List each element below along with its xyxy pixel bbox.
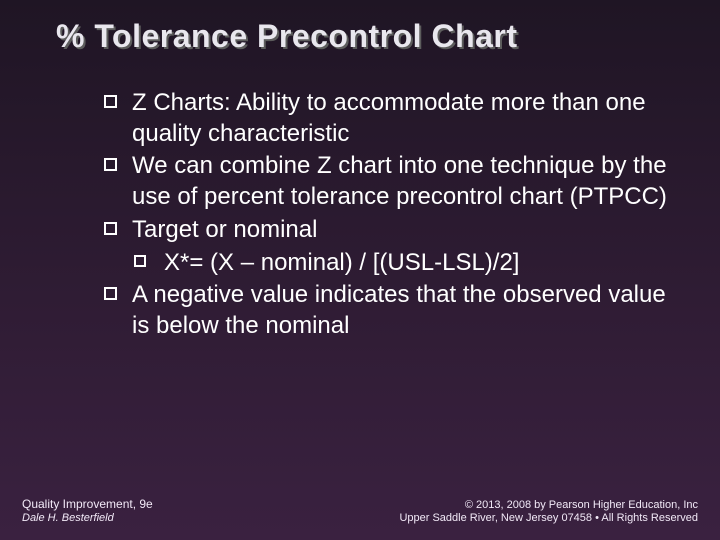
slide-body: Z Charts: Ability to accommodate more th… — [104, 88, 674, 344]
bullet-item: Target or nominal — [104, 215, 674, 246]
footer-left: Quality Improvement, 9e Dale H. Besterfi… — [22, 497, 153, 526]
slide-title: % Tolerance Precontrol Chart — [0, 18, 720, 55]
bullet-sub-item: X*= (X – nominal) / [(USL-LSL)/2] — [104, 248, 674, 279]
footer-address: Upper Saddle River, New Jersey 07458 • A… — [399, 512, 698, 526]
footer-copyright: © 2013, 2008 by Pearson Higher Education… — [399, 499, 698, 513]
slide-footer: Quality Improvement, 9e Dale H. Besterfi… — [0, 497, 720, 526]
bullet-item: Z Charts: Ability to accommodate more th… — [104, 88, 674, 149]
footer-right: © 2013, 2008 by Pearson Higher Education… — [399, 499, 698, 527]
bullet-item: We can combine Z chart into one techniqu… — [104, 151, 674, 212]
bullet-item: A negative value indicates that the obse… — [104, 280, 674, 341]
slide: % Tolerance Precontrol Chart Z Charts: A… — [0, 0, 720, 540]
footer-book-title: Quality Improvement, 9e — [22, 497, 153, 512]
footer-author: Dale H. Besterfield — [22, 512, 153, 526]
